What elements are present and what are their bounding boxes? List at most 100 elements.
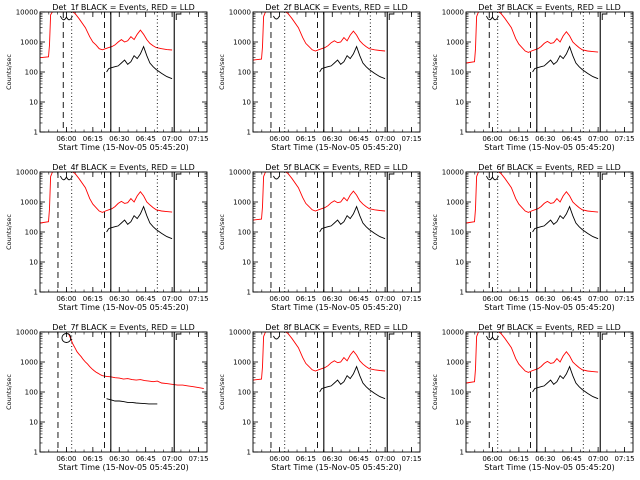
- attenuator-marker: [61, 333, 72, 343]
- x-tick-label: 06:00: [269, 135, 289, 143]
- chart-title: Det_1f BLACK = Events, RED = LLD: [52, 3, 195, 12]
- plot-area: [40, 172, 182, 292]
- y-axis-label: Counts/sec: [431, 54, 439, 90]
- x-tick-label: 06:15: [83, 295, 103, 303]
- attenuator-marker: [60, 15, 73, 21]
- y-tick-label: 10: [242, 259, 251, 267]
- y-tick-label: 100: [451, 229, 464, 237]
- x-tick-label: 07:15: [614, 295, 634, 303]
- y-axis-label: Counts/sec: [5, 54, 13, 90]
- x-tick-label: 06:00: [56, 295, 76, 303]
- x-tick-label: 06:45: [136, 135, 156, 143]
- x-tick-label: 06:15: [83, 135, 103, 143]
- plot-area: [253, 172, 395, 292]
- end-marker: [388, 173, 395, 180]
- events-series-line: [319, 205, 386, 240]
- attenuator-marker: [273, 175, 280, 180]
- y-axis-label: Counts/sec: [5, 214, 13, 250]
- y-tick-label: 1: [460, 449, 464, 457]
- x-tick-label: 07:15: [188, 455, 208, 463]
- y-tick-label: 100: [451, 69, 464, 77]
- x-tick-label: 06:15: [509, 455, 529, 463]
- y-tick-label: 10000: [442, 169, 464, 177]
- y-tick-label: 10000: [229, 329, 251, 337]
- lld-series-line: [253, 12, 386, 61]
- y-tick-label: 1000: [446, 39, 464, 47]
- y-tick-label: 1000: [233, 359, 251, 367]
- plot-frame: [465, 331, 634, 453]
- chart-panel: Det_9f BLACK = Events, RED = LLD Counts/s…: [431, 323, 635, 472]
- attenuator-marker: [273, 335, 280, 340]
- x-tick-label: 07:15: [614, 135, 634, 143]
- x-tick-label: 06:45: [349, 135, 369, 143]
- lld-series-line: [466, 332, 599, 384]
- events-series-line: [532, 45, 599, 80]
- chart-title: Det_4f BLACK = Events, RED = LLD: [52, 163, 195, 172]
- x-tick-label: 06:00: [269, 455, 289, 463]
- chart-panel: Det_8f BLACK = Events, RED = LLD Counts/s…: [218, 323, 422, 472]
- chart-title: Det_5f BLACK = Events, RED = LLD: [265, 163, 408, 172]
- x-tick-label: 06:30: [535, 135, 555, 143]
- attenuator-marker: [273, 15, 280, 20]
- plot-frame: [39, 331, 208, 453]
- y-tick-label: 10: [455, 419, 464, 427]
- attenuator-marker: [60, 175, 73, 181]
- y-tick-label: 1000: [446, 199, 464, 207]
- x-axis-label: Start Time (15-Nov-05 05:45:20): [271, 143, 401, 152]
- chart-panel: Det_1f BLACK = Events, RED = LLD Counts/s…: [5, 3, 209, 152]
- events-series-line: [106, 398, 158, 405]
- y-tick-label: 10: [242, 99, 251, 107]
- x-tick-label: 06:00: [269, 295, 289, 303]
- x-tick-label: 06:15: [296, 455, 316, 463]
- y-tick-label: 1: [34, 449, 38, 457]
- end-marker: [601, 173, 608, 180]
- x-tick-label: 06:30: [322, 135, 342, 143]
- x-tick-label: 06:45: [562, 455, 582, 463]
- events-series-line: [319, 45, 386, 80]
- x-tick-label: 07:00: [375, 135, 395, 143]
- x-axis-label: Start Time (15-Nov-05 05:45:20): [484, 303, 614, 312]
- x-tick-label: 07:00: [588, 295, 608, 303]
- x-tick-label: 06:30: [535, 455, 555, 463]
- y-axis-label: Counts/sec: [218, 374, 226, 410]
- y-tick-label: 1000: [20, 359, 38, 367]
- x-tick-label: 07:15: [188, 295, 208, 303]
- end-marker: [388, 333, 395, 340]
- x-tick-label: 06:30: [109, 455, 129, 463]
- x-axis-label: Start Time (15-Nov-05 05:45:20): [271, 303, 401, 312]
- y-tick-label: 1000: [446, 359, 464, 367]
- y-tick-label: 100: [25, 229, 38, 237]
- x-tick-label: 07:00: [375, 455, 395, 463]
- chart-panel: Det_6f BLACK = Events, RED = LLD Counts/s…: [431, 163, 635, 312]
- y-tick-label: 10000: [442, 329, 464, 337]
- plot-area: [253, 332, 395, 452]
- y-tick-label: 100: [238, 69, 251, 77]
- x-tick-label: 07:00: [162, 455, 182, 463]
- y-tick-label: 100: [238, 229, 251, 237]
- x-tick-label: 06:00: [56, 135, 76, 143]
- attenuator-marker: [486, 335, 499, 341]
- end-marker: [175, 173, 182, 180]
- events-series-line: [532, 205, 599, 240]
- chart-panel: Det_7f BLACK = Events, RED = LLD Counts/s…: [5, 323, 209, 472]
- y-tick-label: 100: [238, 389, 251, 397]
- x-tick-label: 06:15: [509, 295, 529, 303]
- x-tick-label: 06:30: [109, 135, 129, 143]
- x-axis-label: Start Time (15-Nov-05 05:45:20): [58, 303, 188, 312]
- y-tick-label: 10: [29, 259, 38, 267]
- chart-title: Det_8f BLACK = Events, RED = LLD: [265, 323, 408, 332]
- plot-frame: [465, 11, 634, 133]
- x-tick-label: 06:15: [83, 455, 103, 463]
- x-tick-label: 06:30: [322, 455, 342, 463]
- chart-title: Det_3f BLACK = Events, RED = LLD: [478, 3, 621, 12]
- y-tick-label: 100: [451, 389, 464, 397]
- x-tick-label: 07:00: [588, 135, 608, 143]
- chart-panel: Det_4f BLACK = Events, RED = LLD Counts/s…: [5, 163, 209, 312]
- attenuator-marker: [486, 15, 499, 21]
- y-tick-label: 10000: [16, 9, 38, 17]
- y-axis-label: Counts/sec: [431, 374, 439, 410]
- x-tick-label: 06:00: [482, 455, 502, 463]
- y-tick-label: 100: [25, 389, 38, 397]
- x-tick-label: 06:45: [349, 295, 369, 303]
